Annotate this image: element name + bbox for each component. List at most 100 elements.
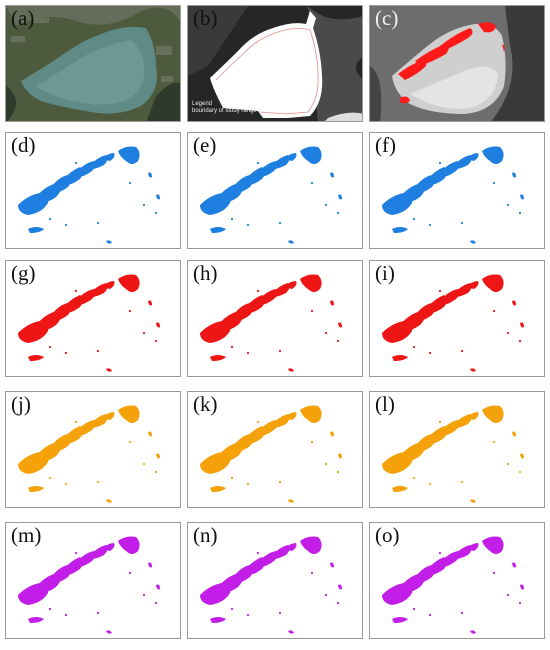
water-region xyxy=(512,431,516,437)
water-region xyxy=(466,153,479,161)
panel-label: (h) xyxy=(193,261,218,285)
speckle xyxy=(428,223,432,227)
water-region xyxy=(288,630,294,634)
legend-item: boundary of study range xyxy=(192,108,257,115)
panel-label: (d) xyxy=(11,133,36,157)
water-region xyxy=(28,355,44,361)
speckle xyxy=(412,345,416,349)
speckle xyxy=(310,440,314,444)
water-region xyxy=(102,281,115,289)
water-region xyxy=(156,194,160,200)
speckle xyxy=(412,607,416,611)
speckle xyxy=(74,551,78,555)
panel-d: (d) xyxy=(5,132,181,249)
classification-map xyxy=(18,405,160,503)
legend-title: Legend xyxy=(192,101,213,108)
panel-c: (c) xyxy=(369,5,545,122)
speckle xyxy=(324,331,328,335)
water-region xyxy=(284,153,297,161)
speckle xyxy=(142,331,146,335)
speckle xyxy=(506,462,510,466)
panel-o: (o) xyxy=(369,522,545,639)
speckle xyxy=(310,571,314,575)
water-region xyxy=(28,486,44,492)
water-region xyxy=(330,562,334,568)
water-region xyxy=(470,240,476,244)
speckle xyxy=(256,161,260,165)
water-region xyxy=(466,412,479,420)
water-region xyxy=(28,227,44,233)
water-region xyxy=(284,281,297,289)
speckle xyxy=(230,476,234,480)
water-region xyxy=(118,536,140,554)
panel-label: (f) xyxy=(375,133,396,157)
classification-map xyxy=(200,274,342,372)
speckle xyxy=(506,331,510,335)
water-region xyxy=(482,274,504,292)
speckle xyxy=(142,203,146,207)
water-region xyxy=(392,227,408,233)
speckle xyxy=(492,309,496,313)
speckle xyxy=(96,480,100,484)
panel-l: (l) xyxy=(369,391,545,508)
panel-label: (i) xyxy=(375,261,395,285)
speckle xyxy=(324,462,328,466)
water-region xyxy=(288,499,294,503)
speckle xyxy=(492,571,496,575)
water-region xyxy=(288,240,294,244)
water-region xyxy=(106,368,112,372)
water-region xyxy=(148,172,152,178)
water-region xyxy=(148,562,152,568)
water-region xyxy=(470,368,476,372)
classification-map xyxy=(200,536,342,634)
panel-k: (k) xyxy=(187,391,363,508)
water-region xyxy=(330,300,334,306)
water-region xyxy=(300,274,322,292)
speckle xyxy=(48,607,52,611)
speckle xyxy=(48,476,52,480)
speckle xyxy=(246,351,250,355)
speckle xyxy=(128,571,132,575)
speckle xyxy=(64,223,68,227)
water-region xyxy=(392,355,408,361)
water-region xyxy=(300,146,322,164)
panel-j: (j) xyxy=(5,391,181,508)
classification-map xyxy=(382,405,524,503)
speckle xyxy=(64,482,68,486)
speckle xyxy=(460,221,464,225)
speckle xyxy=(324,593,328,597)
panel-i: (i) xyxy=(369,260,545,377)
speckle xyxy=(96,221,100,225)
water-region xyxy=(102,543,115,551)
water-region xyxy=(148,300,152,306)
panel-label: (b) xyxy=(193,6,218,30)
speckle xyxy=(310,309,314,313)
speckle xyxy=(154,601,158,605)
water-region xyxy=(392,486,408,492)
water-region xyxy=(210,355,226,361)
classification-map xyxy=(200,146,342,244)
water-region xyxy=(102,412,115,420)
classification-map xyxy=(382,536,524,634)
classification-map xyxy=(382,146,524,244)
speckle xyxy=(336,470,340,474)
water-region xyxy=(28,617,44,623)
water-region xyxy=(156,322,160,328)
speckle xyxy=(128,440,132,444)
water-region xyxy=(330,431,334,437)
water-region xyxy=(512,300,516,306)
water-region xyxy=(338,322,342,328)
speckle xyxy=(336,601,340,605)
speckle xyxy=(492,181,496,185)
speckle xyxy=(310,181,314,185)
speckle xyxy=(230,345,234,349)
speckle xyxy=(278,221,282,225)
speckle xyxy=(246,613,250,617)
speckle xyxy=(428,351,432,355)
water-region xyxy=(148,431,152,437)
panel-label: (c) xyxy=(375,6,399,30)
speckle xyxy=(460,480,464,484)
speckle xyxy=(74,289,78,293)
water-region xyxy=(118,146,140,164)
speckle xyxy=(154,211,158,215)
